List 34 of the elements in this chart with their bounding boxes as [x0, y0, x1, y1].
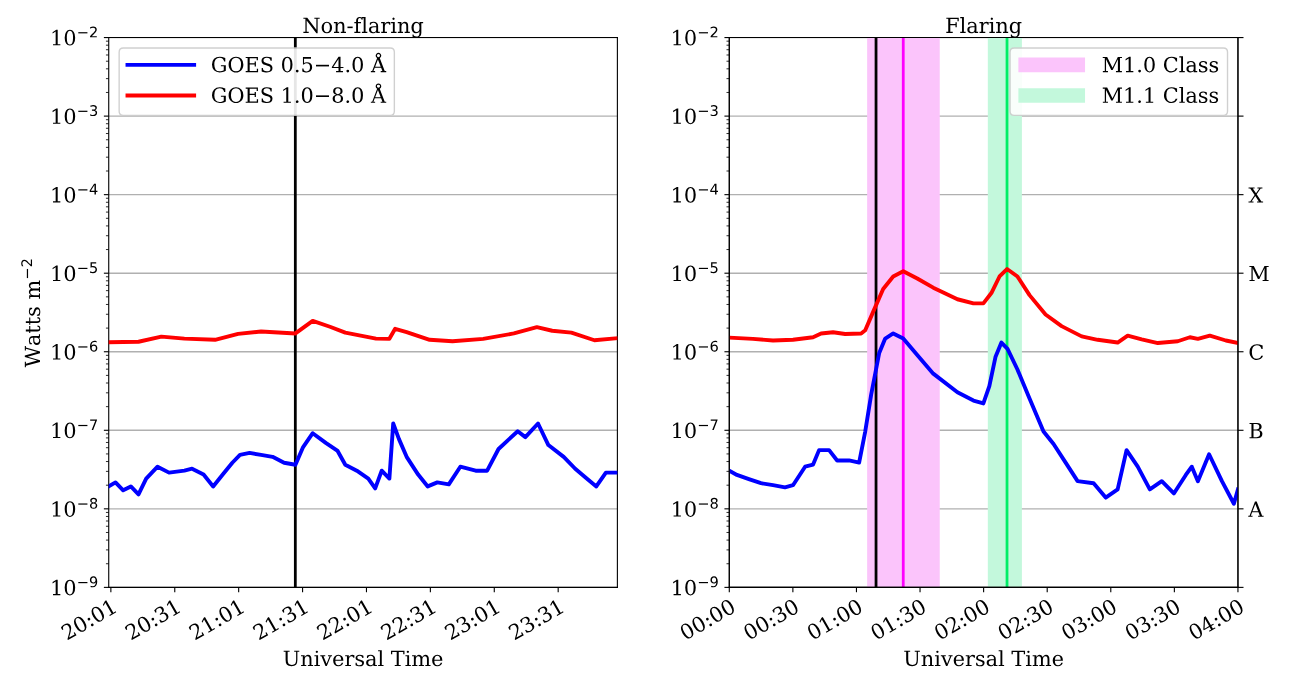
x-axis-title: Universal Time	[904, 650, 1063, 667]
y-tick-label: 10$^{−3}$	[52, 105, 98, 125]
y-tick-label: 10$^{−7}$	[673, 419, 718, 439]
y-tick-label: 10$^{−3}$	[673, 105, 718, 125]
x-axis-title: Universal Time	[283, 650, 443, 667]
legend-label: GOES 1.0−8.0 Å	[211, 83, 387, 104]
y-tick-label: 10$^{−7}$	[52, 419, 98, 439]
y-tick-label: 10$^{−2}$	[52, 26, 97, 46]
y-tick-label: 10$^{−8}$	[673, 497, 718, 517]
y-tick-label: 10$^{−9}$	[52, 576, 98, 596]
category-label: C	[1249, 344, 1264, 360]
chart-title: Flaring	[946, 17, 1022, 38]
category-label: A	[1248, 501, 1264, 517]
category-label: B	[1249, 423, 1263, 439]
y-tick-label: 10$^{−6}$	[52, 340, 98, 360]
y-tick-label: 10$^{−4}$	[52, 183, 98, 203]
line-series	[729, 267, 1238, 346]
category-label: X	[1248, 187, 1264, 203]
y-tick-label: 10$^{−8}$	[52, 497, 98, 517]
line-series	[108, 421, 618, 497]
category-label: M	[1249, 265, 1269, 282]
y-tick-label: 10$^{−5}$	[673, 262, 718, 282]
y-tick-label: 10$^{−9}$	[673, 576, 718, 596]
y-tick-label: 10$^{−5}$	[52, 262, 97, 282]
y-tick-label: 10$^{−2}$	[673, 26, 718, 46]
legend-label: M1.0 Class	[1102, 56, 1219, 73]
legend-label: M1.1 Class	[1102, 86, 1219, 104]
y-tick-label: 10$^{−4}$	[673, 183, 718, 203]
legend-label: GOES 0.5−4.0 Å	[211, 52, 387, 73]
chart-title: Non-flaring	[303, 17, 424, 38]
line-series	[729, 331, 1238, 506]
y-tick-label: 10$^{−6}$	[673, 340, 718, 360]
y-axis-title: Watts m$^{−2}$	[21, 259, 41, 368]
line-series	[108, 318, 618, 345]
